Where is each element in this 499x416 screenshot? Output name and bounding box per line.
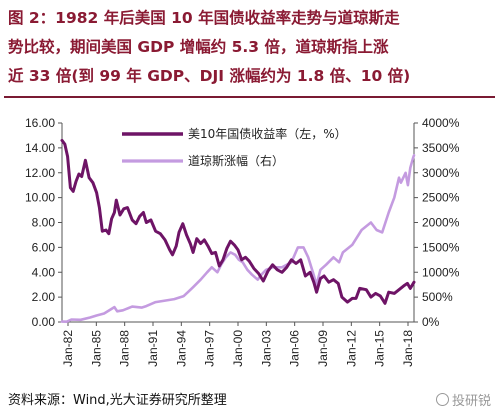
y-left-tick-label: 12.00: [25, 166, 55, 180]
title-line-1: 图 2：1982 年后美国 10 年国债收益率走势与道琼斯走: [8, 9, 400, 27]
x-tick-label: Jan-09: [316, 330, 330, 367]
y-right-tick-label: 4000%: [422, 116, 460, 130]
series-line-dji: [60, 153, 416, 323]
watermark: 投研锐: [435, 390, 491, 409]
x-tick-label: Jan-88: [118, 330, 132, 367]
y-right-tick-label: 1000%: [422, 265, 460, 279]
figure-title: 图 2：1982 年后美国 10 年国债收益率走势与道琼斯走 势比较，期间美国 …: [8, 4, 494, 91]
y-left-tick-label: 14.00: [25, 141, 55, 155]
x-tick-label: Jan-91: [146, 330, 160, 367]
y-right-tick-label: 1500%: [422, 240, 460, 254]
x-tick-label: Jan-03: [259, 330, 273, 367]
x-tick-label: Jan-12: [344, 330, 358, 367]
title-line-3: 近 33 倍(到 99 年 GDP、DJI 涨幅约为 1.8 倍、10 倍): [8, 67, 411, 85]
y-left-tick-label: 0.00: [32, 315, 56, 329]
y-left-tick-label: 16.00: [25, 116, 55, 130]
y-right-tick-label: 500%: [422, 290, 453, 304]
x-tick-label: Jan-15: [373, 330, 387, 367]
y-right-tick-label: 3000%: [422, 166, 460, 180]
legend-label-dji: 道琼斯涨幅（右）: [188, 153, 284, 168]
title-line-2: 势比较，期间美国 GDP 增幅约 5.3 倍，道琼斯指上涨: [8, 38, 389, 56]
y-left-tick-label: 8.00: [32, 216, 56, 230]
series-line-yield: [60, 138, 416, 305]
x-tick-label: Jan-82: [61, 330, 75, 367]
chart-area: 0.00 2.00 4.00 6.00 8.00 10.00 12.00 14.00 16.00…: [25, 116, 460, 367]
x-tick-label: Jan-18: [401, 330, 415, 367]
y-left-tick-label: 10.00: [25, 191, 55, 205]
watermark-text: 投研锐: [451, 394, 491, 409]
y-left-tick-label: 4.00: [32, 265, 56, 279]
y-right-tick-label: 3500%: [422, 141, 460, 155]
x-tick-label: Jan-85: [89, 330, 103, 367]
legend-label-yield: 美10年国债收益率（左，%）: [188, 126, 347, 141]
x-tick-label: Jan-97: [203, 330, 217, 367]
y-right-tick-label: 0%: [422, 315, 440, 329]
y-right-tick-label: 2500%: [422, 191, 460, 205]
title-divider: [4, 96, 495, 98]
watermark-logo-icon: [435, 393, 449, 406]
y-right-tick-label: 2000%: [422, 216, 460, 230]
source-note: 资料来源：Wind,光大证券研究所整理: [8, 393, 227, 408]
x-tick-label: Jan-94: [174, 330, 188, 367]
y-left-tick-label: 6.00: [32, 240, 56, 254]
y-left-tick-label: 2.00: [32, 290, 56, 304]
x-tick-label: Jan-00: [231, 330, 245, 367]
x-tick-label: Jan-06: [288, 330, 302, 367]
